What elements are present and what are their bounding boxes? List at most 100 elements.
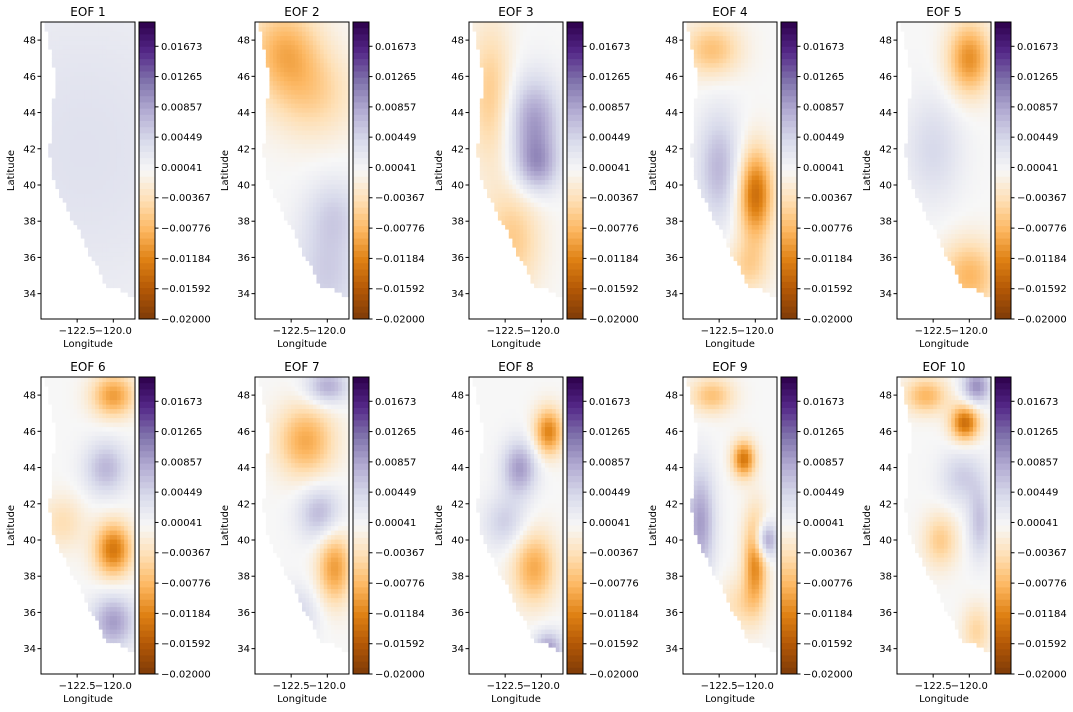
heatmap-cell [773,242,778,248]
heatmap-cell [740,197,746,203]
heatmap-cell [287,26,292,32]
heatmap-cell [88,107,93,113]
heatmap-cell [548,26,553,32]
heatmap-cell [120,53,125,59]
heatmap-cell [69,67,75,73]
heatmap-cell [95,179,100,185]
heatmap-cell [113,283,118,289]
heatmap-cell [744,76,749,82]
heatmap-cell [744,53,749,59]
heatmap-cell [773,188,778,194]
heatmap-cell [769,40,774,46]
heatmap-cell [280,202,285,208]
heatmap-cell [548,197,553,203]
heatmap-cell [280,35,285,41]
heatmap-cell [124,148,129,154]
heatmap-cell [719,49,724,55]
heatmap-cell [516,130,521,136]
heatmap-cell [320,107,325,113]
heatmap-cell [487,85,492,91]
heatmap-cell [708,161,713,167]
heatmap-cell [748,44,753,50]
heatmap-cell [501,188,506,194]
heatmap-cell [265,112,271,118]
heatmap-cell [537,260,542,266]
heatmap-cell [711,71,717,77]
heatmap-cell [316,125,321,131]
colorbar-step [567,83,583,91]
heatmap-cell [312,62,318,68]
heatmap-cell [519,80,524,86]
heatmap-cell [726,112,731,118]
heatmap-cell [516,166,521,172]
heatmap-cell [726,71,731,77]
heatmap-cell [287,62,292,68]
heatmap-cell [530,80,535,86]
heatmap-cell [740,260,746,266]
heatmap-cell [327,238,332,244]
heatmap-cell [338,103,343,109]
heatmap-cell [552,125,557,131]
heatmap-cell [287,103,292,109]
heatmap-cell [730,112,735,118]
heatmap-cell [559,206,564,212]
heatmap-cell [748,215,753,221]
heatmap-cell [305,31,310,37]
heatmap-cell [84,40,89,46]
heatmap-cell [84,53,89,59]
heatmap-cell [526,134,532,140]
heatmap-cell [526,107,532,113]
heatmap-cell [109,238,114,244]
heatmap-cell [124,274,129,280]
heatmap-cell [497,125,503,131]
x-axis-label: Longitude [277,339,327,350]
heatmap-cell [559,229,564,235]
heatmap-cell [748,157,753,163]
heatmap-cell [744,148,749,154]
heatmap-cell [519,251,524,257]
heatmap-cell [298,26,303,32]
heatmap-cell [497,161,503,167]
heatmap-cell [323,265,328,271]
heatmap-cell [316,233,321,239]
heatmap-cell [69,143,75,149]
heatmap-cell [55,67,60,73]
heatmap-cell [102,260,107,266]
heatmap-cell [280,166,285,172]
heatmap-cell [740,62,746,68]
heatmap-cell [748,26,753,32]
heatmap-cell [715,206,720,212]
y-tick-label: 38 [237,217,250,228]
heatmap-cell [77,80,82,86]
heatmap-cell [298,44,303,50]
heatmap-cell [516,107,521,113]
heatmap-cell [548,22,553,28]
heatmap-cell [327,220,332,226]
heatmap-cell [519,103,524,109]
heatmap-cell [758,260,764,266]
heatmap-cell [548,179,553,185]
heatmap-cell [77,94,82,100]
heatmap-cell [80,148,85,154]
heatmap-cell [548,98,553,104]
heatmap-cell [309,98,314,104]
heatmap-cell [127,62,132,68]
heatmap-cell [302,247,307,253]
heatmap-cell [766,85,771,91]
colorbar-step [567,300,583,308]
heatmap-cell [758,89,764,95]
heatmap-cell [751,166,756,172]
heatmap-cell [537,71,542,77]
heatmap-cell [559,152,564,158]
heatmap-cell [537,35,542,41]
heatmap-cell [302,71,307,77]
heatmap-cell [487,152,492,158]
heatmap-cell [84,112,89,118]
heatmap-cell [530,229,535,235]
heatmap-cell [283,134,289,140]
heatmap-cell [715,22,720,28]
heatmap-cell [91,53,96,59]
heatmap-cell [552,278,557,284]
heatmap-cell [544,152,550,158]
heatmap-cell [523,175,528,181]
